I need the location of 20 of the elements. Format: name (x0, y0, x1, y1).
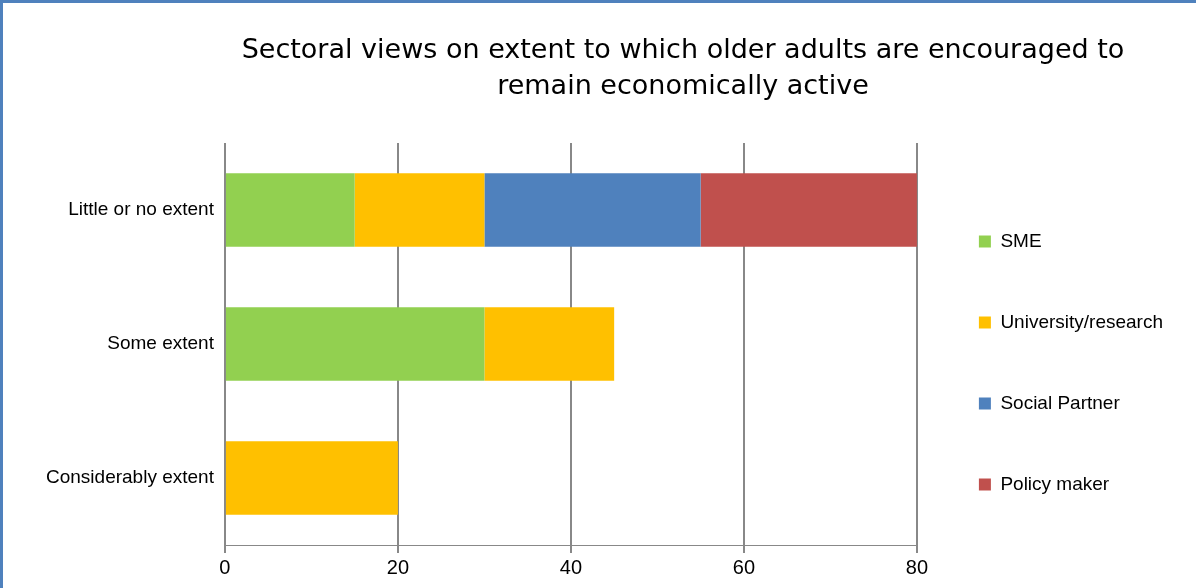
x-tick-label: 80 (905, 555, 929, 578)
bar (354, 173, 485, 247)
y-tick-label: Little or no extent (68, 198, 215, 220)
bar (484, 307, 615, 381)
y-tick-label: Some extent (107, 332, 215, 354)
bar (700, 173, 917, 247)
legend-label: SME (1000, 229, 1042, 251)
x-tick-label: 20 (386, 555, 410, 578)
bar (225, 307, 485, 381)
x-tick-label: 40 (559, 555, 583, 578)
bar (225, 441, 398, 515)
legend-label: Policy maker (1000, 472, 1110, 494)
y-tick-label: Considerably extent (45, 466, 215, 488)
x-tick-label: 60 (732, 555, 756, 578)
legend-label: University/research (1000, 310, 1164, 332)
bar (225, 173, 355, 247)
legend-label: Social Partner (1000, 391, 1121, 413)
x-tick-label: 0 (219, 555, 231, 578)
bar (484, 173, 701, 247)
chart-title: Sectoral views on extent to which older adults are encouraged to remain economically active (240, 32, 1126, 102)
